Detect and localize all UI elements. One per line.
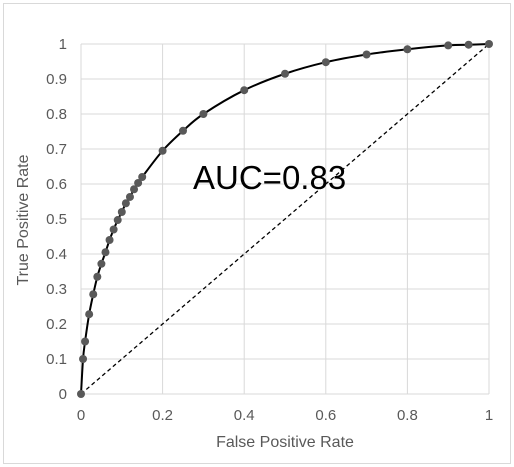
data-point xyxy=(81,337,90,346)
y-tick-label: 0.7 xyxy=(46,141,67,158)
data-point xyxy=(240,86,249,95)
data-point xyxy=(93,272,102,281)
y-tick-label: 0.3 xyxy=(46,281,67,298)
data-point xyxy=(117,208,126,216)
data-point xyxy=(85,310,94,319)
x-tick-label: 0.4 xyxy=(234,407,255,424)
data-point xyxy=(403,45,412,54)
y-tick-label: 0.1 xyxy=(46,351,67,368)
roc-curve xyxy=(77,40,493,398)
y-tick-label: 0.9 xyxy=(46,71,67,88)
data-point xyxy=(158,146,167,155)
data-point xyxy=(444,41,453,50)
data-point xyxy=(464,40,473,49)
data-point xyxy=(362,50,371,59)
x-tick-label: 1 xyxy=(485,407,493,424)
diagonal-line xyxy=(80,43,490,395)
roc-curve-line xyxy=(80,43,490,395)
data-point xyxy=(321,58,330,67)
y-tick-label: 0.2 xyxy=(46,316,67,333)
y-tick-label: 0.6 xyxy=(46,176,67,193)
chart-frame xyxy=(3,3,511,464)
y-tick-label: 0.5 xyxy=(46,211,67,228)
auc-annotation: AUC=0.83 xyxy=(193,159,346,196)
data-point xyxy=(134,178,143,187)
data-point xyxy=(485,40,493,48)
x-tick-label: 0 xyxy=(77,407,85,424)
random-baseline xyxy=(80,43,490,395)
data-point xyxy=(89,290,98,299)
tick-labels: 0 0.1 0.2 0.3 0.4 0.5 0.6 0.7 0.8 0.9 1 0 0.2 0.4 0.6 0… xyxy=(46,36,493,424)
y-tick-label: 0.4 xyxy=(46,246,67,263)
data-point xyxy=(79,355,88,363)
x-tick-label: 0.2 xyxy=(152,407,173,424)
data-point xyxy=(130,185,139,194)
data-point xyxy=(109,225,118,234)
data-point xyxy=(281,69,289,78)
y-axis-title: True Positive Rate xyxy=(15,154,32,285)
data-point xyxy=(179,126,187,135)
data-point xyxy=(121,199,130,208)
data-point xyxy=(113,216,122,225)
y-tick-label: 0 xyxy=(59,386,67,403)
x-axis-title: False Positive Rate xyxy=(216,434,354,451)
data-point xyxy=(125,192,134,201)
gridlines xyxy=(80,43,490,395)
y-tick-label: 1 xyxy=(59,36,67,53)
data-point xyxy=(77,390,85,398)
data-point xyxy=(97,259,106,268)
x-tick-label: 0.8 xyxy=(397,407,418,424)
data-point xyxy=(138,173,147,181)
y-tick-label: 0.8 xyxy=(46,106,67,123)
data-point xyxy=(105,236,114,244)
data-point xyxy=(199,110,208,118)
x-tick-label: 0.6 xyxy=(315,407,336,424)
data-point xyxy=(101,248,110,257)
